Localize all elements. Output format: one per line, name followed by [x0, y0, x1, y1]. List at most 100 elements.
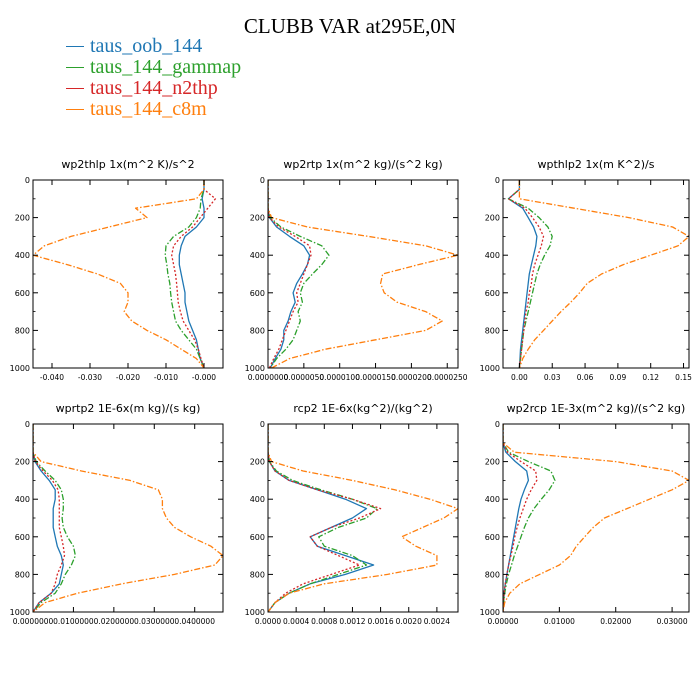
- y-tick-label: 1000: [10, 364, 30, 373]
- plot-frame: [502, 179, 690, 369]
- y-tick-label: 600: [15, 533, 30, 542]
- series-line: [503, 424, 530, 612]
- series-line: [507, 180, 545, 368]
- x-tick-label: 0.0000000: [13, 617, 54, 626]
- y-tick-label: 1000: [245, 364, 265, 373]
- x-tick-label: 0.0024: [424, 617, 450, 626]
- y-tick-label: 800: [250, 570, 265, 579]
- figure-title: CLUBB VAR at295E,0N: [243, 14, 457, 38]
- series-line: [268, 424, 458, 612]
- series-line: [268, 424, 375, 612]
- series-line: [268, 180, 458, 368]
- y-tick-label: 400: [15, 495, 30, 504]
- series-line: [503, 424, 556, 612]
- y-tick-label: 400: [485, 495, 500, 504]
- plot-frame: [267, 423, 459, 613]
- x-tick-label: 0.0000200: [391, 373, 432, 382]
- plot-frame: [267, 179, 459, 369]
- series-line: [33, 424, 223, 612]
- x-tick-label: 0.0020: [396, 617, 422, 626]
- y-tick-label: 200: [15, 214, 30, 223]
- chart-panel: wp2rtp 1x(m^2 kg)/(s^2 kg) 0 200 400 600 800 1…: [245, 158, 468, 382]
- panel-title: wpthlp2 1x(m K^2)/s: [538, 158, 655, 171]
- series-group: [268, 180, 458, 368]
- x-tick-label: 0.0004: [283, 617, 309, 626]
- y-tick-label: 1000: [10, 608, 30, 617]
- x-tick-label: 0.0016: [367, 617, 393, 626]
- y-tick-label: 600: [485, 289, 500, 298]
- y-tick-label: 0: [260, 176, 265, 185]
- y-tick-label: 1000: [245, 608, 265, 617]
- legend-label: taus_oob_144: [90, 35, 203, 57]
- x-tick-label: -0.010: [154, 373, 178, 382]
- x-tick-label: 0.02000: [600, 617, 631, 626]
- y-tick-label: 800: [485, 326, 500, 335]
- legend-swatch: [66, 88, 84, 89]
- series-group: [503, 424, 689, 612]
- y-tick-label: 1000: [480, 608, 500, 617]
- series-line: [33, 180, 205, 368]
- series-group: [507, 180, 689, 368]
- y-tick-label: 1000: [480, 364, 500, 373]
- series-line: [518, 180, 689, 368]
- plot-frame: [502, 423, 690, 613]
- y-tick-label: 800: [485, 570, 500, 579]
- y-tick-label: 200: [15, 458, 30, 467]
- legend-item: taus_144_n2thp: [66, 77, 241, 99]
- x-tick-label: 0.12: [642, 373, 659, 382]
- x-tick-label: 0.0000100: [319, 373, 360, 382]
- x-tick-label: 0.0000: [255, 617, 281, 626]
- legend-swatch: [66, 67, 84, 68]
- x-tick-label: 0.0000050: [284, 373, 325, 382]
- series-line: [507, 180, 553, 368]
- x-tick-label: 0.01000: [544, 617, 575, 626]
- x-tick-label: 0.00: [511, 373, 528, 382]
- y-tick-label: 400: [485, 251, 500, 260]
- y-tick-label: 800: [15, 326, 30, 335]
- y-tick-label: 600: [15, 289, 30, 298]
- panel-title: rcp2 1E-6x(kg^2)/(kg^2): [293, 402, 432, 415]
- chart-panel: wpthlp2 1x(m K^2)/s 0 200 400 600 800 1000 0.00…: [480, 158, 692, 382]
- y-tick-label: 0: [495, 420, 500, 429]
- series-line: [268, 180, 330, 368]
- series-line: [268, 424, 382, 612]
- series-line: [33, 424, 77, 612]
- x-tick-label: 0.09: [610, 373, 627, 382]
- legend: taus_oob_144 taus_144_gammap taus_144_n2…: [66, 35, 241, 120]
- y-tick-label: 200: [250, 214, 265, 223]
- y-tick-label: 0: [25, 420, 30, 429]
- y-tick-label: 800: [250, 326, 265, 335]
- y-tick-label: 0: [260, 420, 265, 429]
- y-tick-label: 200: [485, 214, 500, 223]
- series-line: [164, 180, 205, 368]
- x-tick-label: 0.0000000: [248, 373, 289, 382]
- x-tick-label: 0.00000: [487, 617, 518, 626]
- y-tick-label: 600: [250, 289, 265, 298]
- y-tick-label: 400: [15, 251, 30, 260]
- series-line: [503, 424, 538, 612]
- panel-title: wp2rtp 1x(m^2 kg)/(s^2 kg): [283, 158, 442, 171]
- x-tick-label: 0.0200000: [94, 617, 135, 626]
- panel-title: wp2rcp 1E-3x(m^2 kg)/(s^2 kg): [507, 402, 686, 415]
- x-tick-label: 0.0300000: [134, 617, 175, 626]
- y-tick-label: 400: [250, 251, 265, 260]
- series-group: [33, 180, 217, 368]
- legend-item: taus_144_gammap: [66, 56, 241, 78]
- series-group: [33, 424, 223, 612]
- y-tick-label: 0: [495, 176, 500, 185]
- y-tick-label: 400: [250, 495, 265, 504]
- chart-panel: rcp2 1E-6x(kg^2)/(kg^2) 0 200 400 600 800 1000…: [245, 402, 459, 626]
- series-line: [33, 424, 64, 612]
- x-tick-label: 0.0100000: [53, 617, 94, 626]
- series-line: [171, 180, 217, 368]
- series-line: [178, 180, 205, 368]
- legend-label: taus_144_c8m: [90, 98, 207, 120]
- y-tick-label: 600: [250, 533, 265, 542]
- x-tick-label: -0.020: [116, 373, 140, 382]
- chart-panel: wp2thlp 1x(m^2 K)/s^2 0 200 400 600 800 1000 -0…: [10, 158, 224, 382]
- x-tick-label: 0.0012: [339, 617, 365, 626]
- x-tick-label: 0.15: [675, 373, 692, 382]
- x-tick-label: 0.0000250: [427, 373, 468, 382]
- x-tick-label: -0.040: [40, 373, 64, 382]
- legend-swatch: [66, 109, 84, 110]
